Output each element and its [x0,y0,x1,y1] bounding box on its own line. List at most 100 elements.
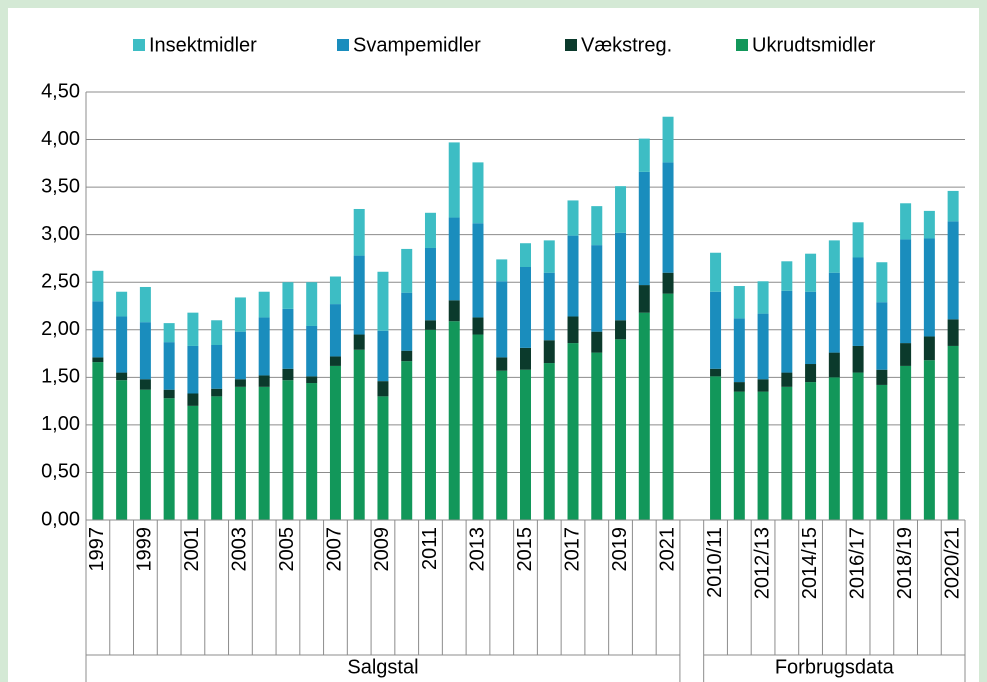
bar-segment [567,316,579,344]
bar-segment [424,320,436,330]
bar-segment [377,271,389,331]
bar-segment [781,386,793,520]
x-tick-label: 2007 [324,527,346,572]
bar-segment [662,116,674,163]
bar-segment [163,323,175,343]
bar-segment [496,357,508,371]
y-tick-label: 1,50 [41,366,80,388]
y-tick-label: 3,50 [41,175,80,197]
bar-segment [923,210,935,239]
bar-segment [139,286,151,323]
legend-swatch [736,39,748,51]
x-tick-label: 2009 [371,527,393,572]
bar-segment [615,186,627,233]
bar-segment [923,360,935,520]
bar-segment [757,313,769,380]
bar-segment [116,380,128,520]
bar-segment [234,297,246,332]
bar-segment [353,208,365,256]
bar-segment [591,352,603,520]
x-tick-label: 2021 [656,527,678,572]
bar-segment [282,380,294,520]
bar-segment [615,339,627,520]
bar-segment [638,312,650,520]
bar-segment [401,350,413,362]
bar-segment [234,386,246,520]
bar-segment [92,301,104,358]
bar-segment [187,405,199,520]
bar-segment [781,372,793,387]
bar-segment [353,255,365,335]
legend-label: Ukrudtsmidler [752,34,876,56]
y-tick-label: 4,50 [41,80,80,102]
bar-segment [258,291,270,318]
bar-segment [852,222,864,258]
bar-segment [567,235,579,317]
bar-segment [187,345,199,394]
bar-segment [92,357,104,363]
bar-segment [757,379,769,392]
bar-segment [472,334,484,520]
x-tick-label: 2003 [229,527,251,572]
bar-segment [638,171,650,286]
bar-segment [163,389,175,399]
bar-segment [116,316,128,373]
y-tick-label: 2,00 [41,318,80,340]
bar-segment [828,352,840,378]
x-tick-label: 2012/13 [751,527,773,599]
bar-segment [282,282,294,309]
bar-segment [401,248,413,293]
bar-segment [520,347,531,370]
bar-segment [448,321,460,520]
bar-segment [947,221,959,320]
bar-segment [923,238,935,337]
bar-segment [828,272,840,353]
bar-segment [258,317,270,376]
bar-segment [567,200,579,236]
bar-segment [757,391,769,520]
bar-segment [805,253,817,292]
bar-segment [163,342,175,390]
bar-segment [187,312,199,346]
x-tick-label: 2014/15 [799,527,821,599]
bar-segment [377,381,389,397]
bar-segment [211,388,223,397]
bar-segment [805,364,817,383]
bar-segment [234,379,246,387]
bar-segment [615,232,627,321]
bar-segment [662,272,674,294]
bar-segment [496,281,508,358]
x-tick-label: 2016/17 [846,527,868,599]
x-tick-label: 2010/11 [704,527,726,598]
bar-segment [733,382,745,392]
legend-swatch [565,39,577,51]
bar-segment [662,293,674,520]
bar-segment [377,330,389,382]
bar-segment [781,290,793,373]
bar-segment [234,331,246,380]
bar-segment [828,240,840,273]
bar-segment [424,329,436,520]
bar-segment [139,322,151,380]
y-tick-label: 0,00 [41,508,80,530]
bar-segment [472,317,484,335]
bar-segment [92,362,104,520]
bar-segment [520,267,531,348]
legend-label: Svampemidler [353,34,481,56]
bar-segment [710,291,722,369]
bar-segment [211,396,223,520]
bar-segment [163,398,175,520]
bar-segment [543,272,555,341]
bar-segment [947,319,959,346]
bar-segment [496,259,508,282]
bar-segment [591,206,603,246]
bar-segment [258,375,270,387]
x-tick-label: 2017 [561,527,583,572]
bar-segment [424,247,436,321]
legend-swatch [133,39,145,51]
bar-segment [139,379,151,390]
y-tick-label: 2,50 [41,271,80,293]
bar-segment [567,343,579,520]
bar-segment [424,212,436,248]
